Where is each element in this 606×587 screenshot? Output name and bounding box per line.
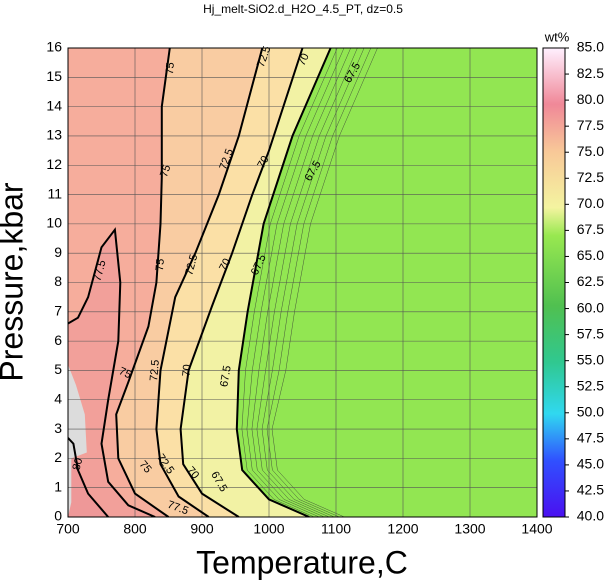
contour-fill: [68, 437, 109, 517]
y-tick-label: 6: [54, 332, 62, 348]
overlay: 700 800 900 1000 1100 1200 1300 140001234567891…: [46, 39, 604, 537]
y-tick-label: 0: [54, 508, 62, 524]
contour-label: 75: [158, 163, 173, 179]
x-tick-label: 800: [123, 521, 147, 537]
contour-line: [155, 48, 264, 517]
contour-label: 75: [117, 365, 133, 381]
x-tick-label: 1200: [387, 521, 418, 537]
contour-label: 77.5: [92, 259, 109, 283]
contour-label: 75: [154, 258, 167, 271]
contour-line: [68, 227, 156, 517]
y-tick-label: 13: [46, 127, 62, 143]
y-tick-label: 10: [46, 215, 62, 231]
contour-label: 67.5: [218, 365, 234, 388]
contour-line: [179, 48, 304, 517]
contour-label: 80: [71, 457, 86, 472]
colorbar-tick-label: 70.0: [577, 195, 604, 211]
x-tick-label: 1100: [321, 521, 351, 537]
y-tick-label: 7: [54, 303, 62, 319]
contour-fill: [68, 229, 156, 517]
y-tick-label: 14: [46, 97, 62, 113]
colorbar-label: wt%: [544, 29, 570, 44]
y-tick-label: 1: [54, 478, 62, 494]
contour-label: 70: [217, 257, 233, 273]
contour-line: [235, 48, 332, 517]
y-tick-label: 15: [46, 68, 62, 84]
contour-label: 75: [164, 62, 177, 75]
colorbar-tick-label: 52.5: [577, 377, 604, 393]
plot-area: [68, 48, 537, 517]
y-tick-label: 2: [54, 449, 62, 465]
contour-line: [68, 437, 109, 517]
y-tick-label: 3: [54, 420, 62, 436]
y-tick-label: 9: [54, 244, 62, 260]
contour-label: 70: [296, 52, 312, 68]
colorbar-tick-label: 42.5: [577, 482, 604, 498]
contour-label: 70: [181, 364, 194, 377]
colorbar-tick-label: 77.5: [577, 117, 604, 133]
colorbar-tick-label: 50.0: [577, 403, 604, 419]
colorbar-tick-label: 40.0: [577, 508, 604, 524]
colorbar-tick-label: 80.0: [577, 91, 604, 107]
contour-label: 70: [255, 154, 272, 171]
contour-label: 72.5: [148, 359, 162, 381]
x-tick-label: 1400: [521, 521, 552, 537]
colorbar-tick-label: 65.0: [577, 247, 604, 263]
contour-line: [115, 48, 171, 517]
colorbar: [542, 47, 566, 518]
y-tick-label: 5: [54, 361, 62, 377]
x-tick-label: 900: [190, 521, 214, 537]
no-data-region: [68, 364, 87, 517]
y-tick-label: 16: [46, 39, 62, 55]
colorbar-tick-label: 55.0: [577, 351, 604, 367]
colorbar-tick-label: 47.5: [577, 430, 604, 446]
colorbar-tick-label: 82.5: [577, 65, 604, 81]
colorbar-tick-label: 85.0: [577, 39, 604, 55]
colorbar-tick-label: 75.0: [577, 143, 604, 159]
chart-title: Hj_melt-SiO2.d_H2O_4.5_PT, dz=0.5: [203, 2, 403, 16]
x-axis-label: Temperature,C: [196, 544, 408, 580]
y-tick-label: 8: [54, 273, 62, 289]
colorbar-tick-label: 45.0: [577, 456, 604, 472]
y-tick-label: 4: [54, 390, 62, 406]
x-tick-label: 700: [56, 521, 80, 537]
y-tick-label: 11: [47, 185, 62, 201]
colorbar-tick-label: 60.0: [577, 299, 604, 315]
x-tick-label: 1300: [454, 521, 485, 537]
contour-label: 72.5: [183, 253, 200, 277]
plot-frame: [67, 47, 538, 518]
colorbar-tick-label: 72.5: [577, 169, 604, 185]
colorbar-tick-label: 57.5: [577, 325, 604, 341]
colorbar-tick-label: 62.5: [577, 273, 604, 289]
y-axis-label: Pressure,kbar: [0, 182, 29, 382]
colorbar-tick-label: 67.5: [577, 221, 604, 237]
x-tick-label: 1000: [253, 521, 284, 537]
y-tick-label: 12: [46, 156, 62, 172]
